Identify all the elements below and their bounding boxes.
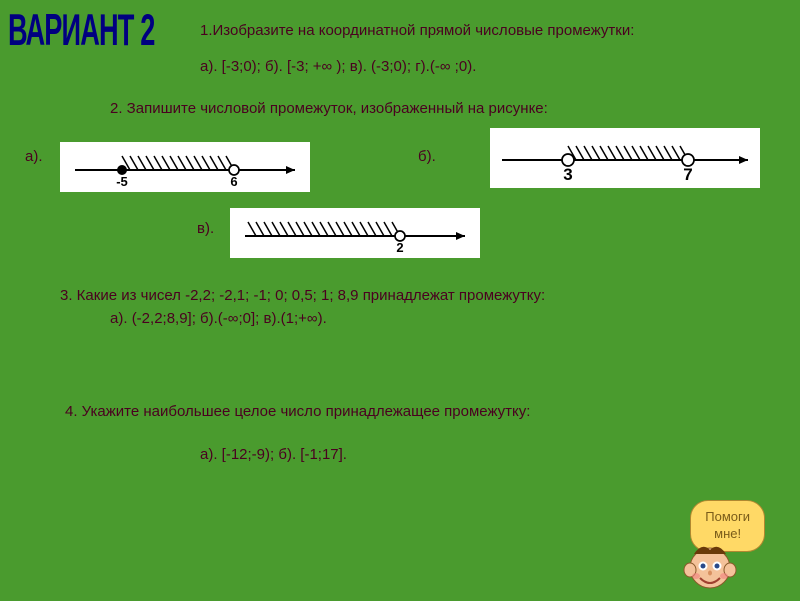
task3-line1: 3. Какие из чисел -2,2; -2,1; -1; 0; 0,5… [60, 287, 545, 304]
cartoon-face-icon [680, 536, 740, 596]
task3-line2: а). (-2,2;8,9]; б).(-∞;0]; в).(1;+∞). [110, 310, 327, 327]
task2-label-v: в). [197, 220, 214, 237]
task1-text: 1.Изобразите на координатной прямой числ… [200, 22, 634, 39]
task2-text: 2. Запишите числовой промежуток, изображ… [110, 100, 548, 117]
interval-diagram-v: 2 [230, 208, 480, 258]
task2-label-a: а). [25, 148, 43, 165]
interval-a-left-label: -5 [116, 174, 128, 189]
task3-text: 3. Какие из чисел -2,2; -2,1; -1; 0; 0,5… [60, 285, 545, 330]
interval-diagram-a: -5 6 [60, 142, 310, 192]
interval-a-right-label: 6 [230, 174, 237, 189]
interval-b-right-label: 7 [683, 165, 692, 184]
help-line1: Помоги [705, 509, 750, 524]
task4-text: 4. Укажите наибольшее целое число принад… [65, 398, 530, 425]
interval-diagram-b: 3 7 [490, 128, 760, 188]
task2-label-b: б). [418, 148, 436, 165]
interval-b-left-label: 3 [563, 165, 572, 184]
interval-v-right-label: 2 [396, 240, 403, 255]
variant-title: ВАРИАНТ 2 [8, 5, 155, 57]
task4-options: а). [-12;-9); б). [-1;17]. [200, 446, 347, 463]
task1-options: а). [-3;0); б). [-3; +∞ ); в). (-3;0); г… [200, 58, 476, 75]
